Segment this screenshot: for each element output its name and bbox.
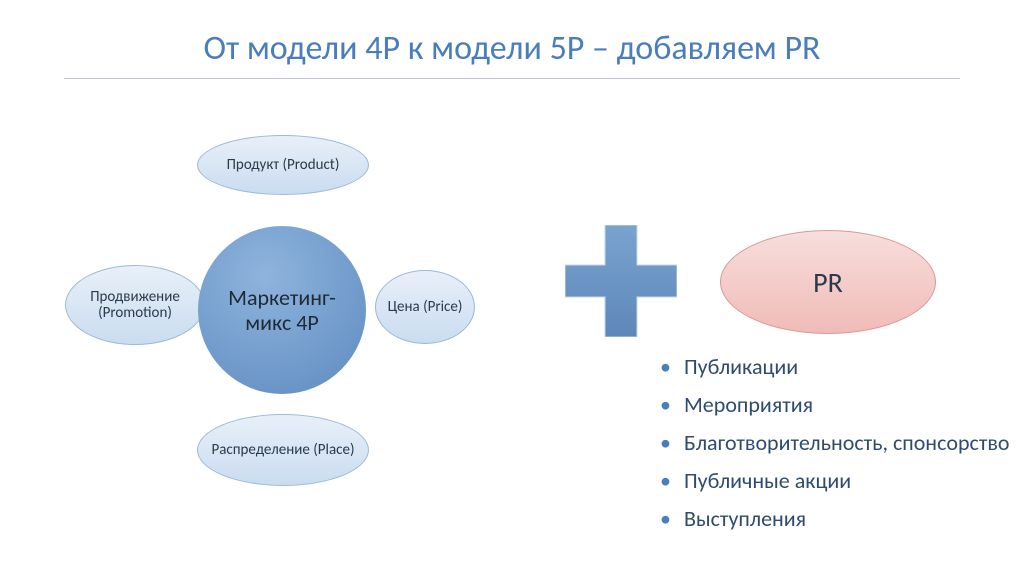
center-circle-label: Маркетинг-микс 4Р <box>208 285 356 336</box>
slide-title: От модели 4Р к модели 5Р – добавляем PR <box>0 28 1024 69</box>
plus-svg <box>565 225 677 337</box>
pr-bullets: Публикации Мероприятия Благотворительнос… <box>660 350 1010 540</box>
bullet-text: Публичные акции <box>684 467 851 494</box>
pr-label: PR <box>813 265 843 300</box>
petal-product-label: Продукт (Product) <box>227 157 340 174</box>
title-underline <box>64 78 960 79</box>
slide-title-text: От модели 4Р к модели 5Р – добавляем PR <box>203 28 820 69</box>
petal-promotion: Продвижение (Promotion) <box>65 265 205 345</box>
pr-ellipse: PR <box>720 230 936 334</box>
bullet-text: Выступления <box>684 505 806 532</box>
center-circle: Маркетинг-микс 4Р <box>198 226 366 394</box>
bullet-item: Публичные акции <box>660 464 1010 498</box>
bullet-text: Мероприятия <box>684 391 813 418</box>
marketing-mix-diagram: Продукт (Product) Цена (Price) Распредел… <box>0 100 620 540</box>
petal-place-label: Распределение (Place) <box>211 442 354 459</box>
petal-product: Продукт (Product) <box>197 135 369 195</box>
petal-price-label: Цена (Price) <box>388 299 463 316</box>
bullet-text: Благотворительность, спонсорство <box>684 429 1010 456</box>
bullet-item: Публикации <box>660 350 1010 384</box>
bullet-text: Публикации <box>684 353 798 380</box>
petal-price: Цена (Price) <box>375 270 475 344</box>
bullet-item: Мероприятия <box>660 388 1010 422</box>
petal-promotion-label: Продвижение (Promotion) <box>72 289 198 322</box>
plus-icon <box>565 225 677 337</box>
bullet-item: Выступления <box>660 502 1010 536</box>
petal-place: Распределение (Place) <box>197 414 369 486</box>
bullet-item: Благотворительность, спонсорство <box>660 426 1010 460</box>
